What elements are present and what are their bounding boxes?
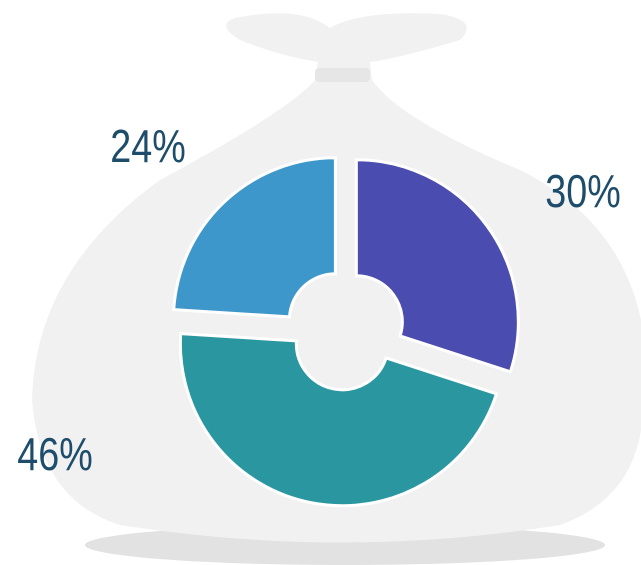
slice xyxy=(172,156,337,319)
value-label: 46% xyxy=(17,429,92,480)
value-label: 24% xyxy=(110,121,185,172)
value-label: 30% xyxy=(545,166,620,217)
slice xyxy=(178,331,499,508)
bag-tie xyxy=(315,68,370,82)
slice xyxy=(354,158,520,374)
donut xyxy=(172,156,520,508)
